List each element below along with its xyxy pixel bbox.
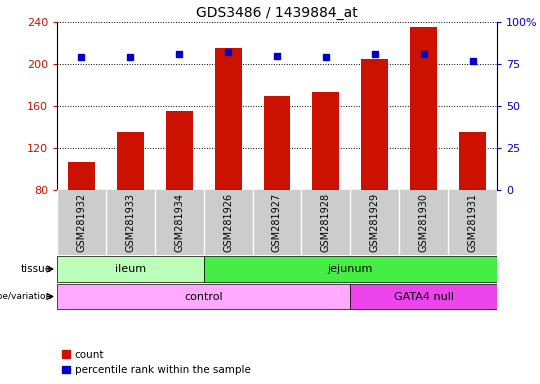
Text: GSM281929: GSM281929 <box>370 193 380 252</box>
Bar <box>361 59 388 190</box>
Text: GSM281932: GSM281932 <box>77 193 86 252</box>
Legend: count, percentile rank within the sample: count, percentile rank within the sample <box>62 350 251 375</box>
Bar <box>57 257 204 281</box>
Title: GDS3486 / 1439884_at: GDS3486 / 1439884_at <box>196 6 358 20</box>
Bar <box>313 92 339 190</box>
Bar <box>350 284 497 309</box>
Text: control: control <box>184 291 223 301</box>
Text: genotype/variation: genotype/variation <box>0 292 52 301</box>
Bar <box>215 48 241 190</box>
Text: GSM281927: GSM281927 <box>272 193 282 253</box>
Text: ileum: ileum <box>115 264 146 274</box>
Bar <box>264 96 291 190</box>
Text: GATA4 null: GATA4 null <box>394 291 454 301</box>
Text: GSM281928: GSM281928 <box>321 193 331 252</box>
Bar <box>459 132 486 190</box>
Text: GSM281926: GSM281926 <box>223 193 233 252</box>
Bar <box>68 162 95 190</box>
Text: GSM281934: GSM281934 <box>174 193 184 252</box>
Text: GSM281933: GSM281933 <box>125 193 136 252</box>
Text: tissue: tissue <box>21 264 52 274</box>
Text: GSM281931: GSM281931 <box>468 193 477 252</box>
Bar <box>410 27 437 190</box>
Bar <box>204 257 497 281</box>
Text: GSM281930: GSM281930 <box>418 193 429 252</box>
Bar <box>166 111 193 190</box>
Bar <box>117 132 144 190</box>
Bar <box>57 284 350 309</box>
Text: jejunum: jejunum <box>328 264 373 274</box>
